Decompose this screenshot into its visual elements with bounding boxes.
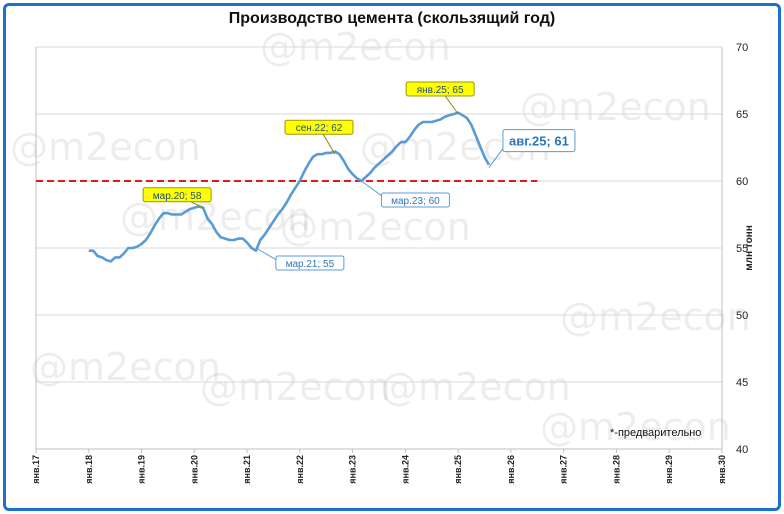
x-tick-label: янв.27: [559, 455, 569, 484]
annotation-label: мар.23; 60: [391, 196, 440, 207]
x-tick-label: янв.20: [189, 455, 199, 484]
y-tick-label: 50: [736, 310, 748, 322]
x-tick-label: янв.23: [348, 455, 358, 484]
y-tick-label: 70: [736, 42, 748, 54]
annotation-box: [405, 81, 475, 97]
annotation-box: [380, 192, 450, 208]
watermark-text: @m2econ: [380, 365, 571, 409]
x-tick-label: янв.21: [242, 455, 252, 484]
watermark-text: @m2econ: [280, 205, 471, 249]
watermark-text: @m2econ: [540, 405, 731, 449]
x-tick-label: янв.18: [84, 455, 94, 484]
x-tick-label: янв.17: [31, 455, 41, 484]
x-tick-label: янв.30: [717, 455, 727, 484]
x-tick-label: янв.26: [506, 455, 516, 484]
watermark-text: @m2econ: [200, 365, 391, 409]
annotation-label: янв.25; 65: [417, 85, 464, 96]
y-tick-label: 40: [736, 444, 748, 456]
y-tick-label: 55: [736, 243, 748, 255]
x-tick-label: янв.28: [611, 455, 621, 484]
watermark-text: @m2econ: [560, 295, 751, 339]
chart-frame: [3, 3, 781, 511]
annotation-box: [502, 129, 576, 153]
y-tick-label: 45: [736, 377, 748, 389]
x-tick-label: янв.19: [137, 455, 147, 484]
watermark-text: @m2econ: [10, 125, 201, 169]
chart-title: Производство цемента (скользящий год): [228, 10, 556, 27]
x-tick-label: янв.24: [400, 455, 410, 484]
y-tick-label: 65: [736, 109, 748, 121]
y-axis-label: млн тонн: [744, 225, 755, 271]
x-tick-label: янв.25: [453, 455, 463, 484]
footnote: *-предварительно: [610, 427, 701, 439]
annotation-label: сен.22; 62: [296, 123, 343, 134]
annotation-box: [142, 187, 212, 203]
annotation-label: мар.21; 55: [286, 259, 335, 270]
annotation-label: авг.25; 61: [509, 134, 569, 149]
annotation-box: [284, 119, 354, 135]
annotation-label: мар.20; 58: [153, 191, 202, 202]
watermark-text: @m2econ: [520, 85, 711, 129]
x-tick-label: янв.29: [664, 455, 674, 484]
annotation-box: [275, 255, 345, 271]
series-line: [88, 111, 491, 263]
y-tick-label: 60: [736, 176, 748, 188]
x-tick-label: янв.22: [295, 455, 305, 484]
